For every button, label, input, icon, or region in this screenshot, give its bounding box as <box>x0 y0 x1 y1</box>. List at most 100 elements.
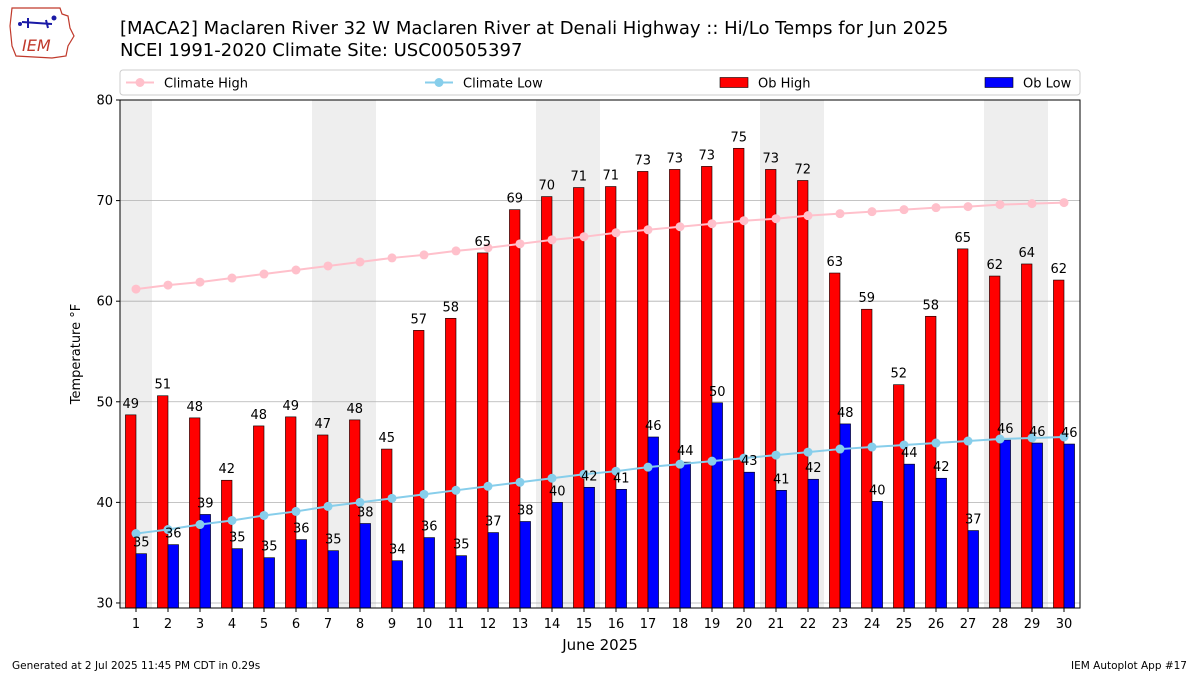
ob-high-bar <box>381 448 393 609</box>
climate-high-point <box>803 211 813 221</box>
ob-low-label: 36 <box>165 527 182 542</box>
climate-high-point <box>483 243 493 253</box>
climate-high-point <box>931 203 941 213</box>
ob-high-label: 52 <box>890 367 907 382</box>
climate-low-point <box>579 469 589 479</box>
climate-high-point <box>259 269 269 279</box>
climate-high-point <box>675 222 685 232</box>
x-tick-label: 27 <box>960 617 977 632</box>
ob-low-bar <box>1031 442 1043 609</box>
ob-high-bar <box>125 414 137 609</box>
x-tick-label: 30 <box>1056 617 1073 632</box>
ob-high-label: 63 <box>826 255 843 270</box>
climate-low-point <box>931 438 941 448</box>
climate-high-point <box>291 265 301 275</box>
climate-high-point <box>195 277 205 287</box>
climate-high-legend-label: Climate High <box>164 77 248 92</box>
x-tick-label: 26 <box>928 617 945 632</box>
y-tick-label: 50 <box>96 395 113 410</box>
legend-box <box>119 69 1081 96</box>
ob-low-bar <box>487 532 499 609</box>
ob-high-label: 65 <box>474 235 491 250</box>
ob-high-label: 69 <box>506 192 523 207</box>
ob-high-label: 70 <box>538 179 555 194</box>
ob-low-bar <box>935 477 947 609</box>
x-tick-label: 9 <box>388 617 396 632</box>
x-axis-label: June 2025 <box>561 636 638 654</box>
ob-high-bar <box>861 308 873 609</box>
ob-low-bar <box>295 539 307 609</box>
x-tick-label: 14 <box>544 617 561 632</box>
title-line-1: [MACA2] Maclaren River 32 W Maclaren Riv… <box>120 18 949 39</box>
ob-low-bar <box>359 523 371 609</box>
ob-low-bar <box>167 544 179 609</box>
ob-low-bar <box>679 461 691 609</box>
climate-high-point <box>323 261 333 271</box>
ob-low-bar <box>871 501 883 609</box>
ob-high-label: 73 <box>762 151 779 166</box>
ob-low-label: 46 <box>1029 425 1046 440</box>
climate-high-line <box>135 201 1065 291</box>
ob-low-label: 34 <box>389 543 406 558</box>
ob-high-label: 59 <box>858 291 875 306</box>
ob-low-bar <box>583 486 595 609</box>
ob-high-bar <box>669 169 681 609</box>
ob-low-label: 42 <box>581 469 598 484</box>
svg-text:IEM: IEM <box>22 36 51 55</box>
climate-low-point <box>515 477 525 487</box>
ob-low-bar <box>903 463 915 609</box>
climate-low-point <box>995 434 1005 444</box>
ob-low-bar <box>615 488 627 609</box>
ob-low-label: 39 <box>197 496 214 511</box>
ob-high-bar <box>605 186 617 609</box>
climate-high-point <box>835 209 845 219</box>
y-axis-label: Temperature °F <box>69 304 84 405</box>
ob-low-label: 46 <box>1061 426 1078 441</box>
ob-low-bar <box>807 478 819 609</box>
ob-low-label: 44 <box>677 444 694 459</box>
climate-low-point <box>835 444 845 454</box>
climate-high-point <box>355 257 365 267</box>
ob-low-label: 38 <box>357 506 374 521</box>
climate-high-point <box>707 219 717 229</box>
ob-high-bar <box>893 384 905 609</box>
ob-high-label: 49 <box>122 397 139 412</box>
ob-low-label: 40 <box>869 483 886 498</box>
y-tick-label: 70 <box>96 194 113 209</box>
ob-high-bar <box>445 317 457 609</box>
ob-low-label: 46 <box>645 419 662 434</box>
climate-low-point <box>483 481 493 491</box>
ob-low-legend-label: Ob Low <box>1023 77 1072 92</box>
app-label: IEM Autoplot App #17 <box>1071 660 1187 672</box>
ob-high-label: 58 <box>442 300 459 315</box>
climate-low-legend-marker <box>434 78 444 87</box>
ob-low-label: 46 <box>997 422 1014 437</box>
climate-high-point <box>163 280 173 290</box>
ob-high-bar <box>957 248 969 609</box>
y-tick-label: 40 <box>96 496 113 511</box>
x-tick-label: 15 <box>576 617 593 632</box>
climate-low-line <box>135 435 1065 535</box>
ob-low-bar <box>743 471 755 609</box>
climate-low-point <box>355 497 365 507</box>
ob-high-bar <box>509 209 521 609</box>
ob-high-label: 71 <box>602 169 619 184</box>
ob-high-bar <box>541 196 553 609</box>
x-tick-label: 8 <box>356 617 364 632</box>
climate-low-point <box>547 473 557 483</box>
climate-low-point <box>419 489 429 499</box>
climate-high-point <box>739 216 749 226</box>
x-tick-label: 29 <box>1024 617 1041 632</box>
ob-low-label: 41 <box>773 472 790 487</box>
ob-high-label: 62 <box>1050 262 1067 277</box>
climate-low-point <box>867 442 877 452</box>
x-tick-label: 17 <box>640 617 657 632</box>
ob-low-bar <box>263 557 275 609</box>
ob-high-label: 73 <box>666 151 683 166</box>
x-tick-label: 1 <box>132 617 140 632</box>
climate-low-point <box>963 436 973 446</box>
x-tick-label: 10 <box>416 617 433 632</box>
ob-low-label: 50 <box>709 385 726 400</box>
x-tick-label: 23 <box>832 617 849 632</box>
ob-low-label: 36 <box>421 520 438 535</box>
